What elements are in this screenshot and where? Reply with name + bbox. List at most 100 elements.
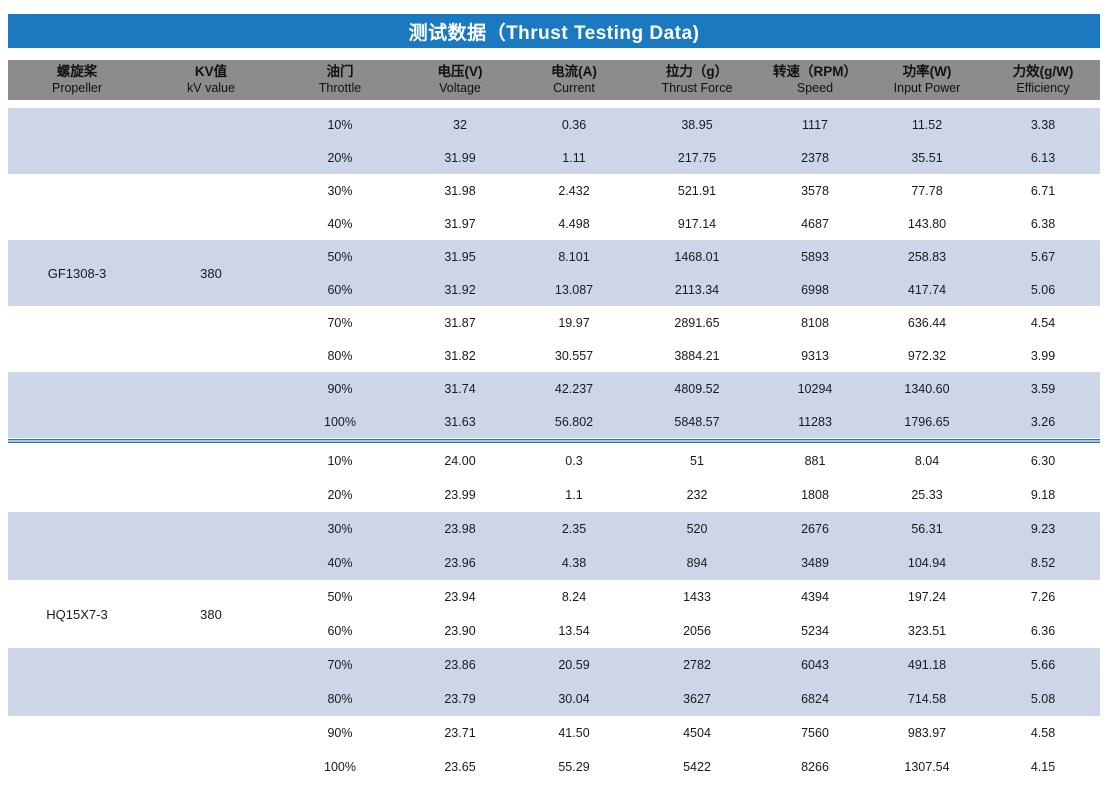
speed-cell: 4394 [801, 590, 829, 604]
thrust-cell: 5422 [683, 760, 711, 774]
propeller-section: 10% 24.00 0.3 51 881 8.04 6.30 20% 23.99 1.1 232 18… [8, 444, 1100, 784]
power-cell: 1340.60 [904, 381, 950, 396]
efficiency-cell: 8.52 [1030, 556, 1056, 570]
column-header-en: Efficiency [1016, 80, 1070, 95]
table-row: 80% 31.82 30.557 3884.21 9313 972.32 3.99 [8, 339, 1100, 372]
power-cell: 1796.65 [904, 414, 950, 429]
voltage-cell: 31.82 [444, 348, 476, 363]
efficiency-cell: 5.06 [1030, 282, 1056, 297]
speed-cell: 1117 [802, 117, 828, 132]
table-row: 50% 23.94 8.24 1433 4394 197.24 7.26 [8, 580, 1100, 614]
voltage-cell: 23.99 [444, 488, 476, 502]
throttle-cell: 90% [327, 381, 353, 396]
table-row: 90% 23.71 41.50 4504 7560 983.97 4.58 [8, 716, 1100, 750]
thrust-cell: 2891.65 [674, 315, 720, 330]
voltage-cell: 31.87 [444, 315, 476, 330]
power-cell: 491.18 [907, 658, 947, 672]
thrust-cell: 5848.57 [674, 414, 720, 429]
table-row: 90% 31.74 42.237 4809.52 10294 1340.60 3.59 [8, 372, 1100, 405]
speed-cell: 2378 [801, 150, 829, 165]
speed-cell: 5893 [801, 249, 829, 264]
thrust-cell: 51 [690, 454, 704, 468]
efficiency-cell: 3.59 [1030, 381, 1056, 396]
column-header: KV值 kV value [146, 64, 276, 95]
column-header-en: kV value [187, 80, 235, 95]
table-row: 10% 32 0.36 38.95 1117 11.52 3.38 [8, 108, 1100, 141]
efficiency-cell: 7.26 [1030, 590, 1056, 604]
column-header-zh: 螺旋桨 [56, 64, 98, 80]
throttle-cell: 60% [327, 282, 353, 297]
current-cell: 2.432 [558, 183, 590, 198]
column-header-en: Voltage [439, 80, 481, 95]
thrust-cell: 521.91 [677, 183, 717, 198]
current-cell: 1.1 [565, 488, 583, 502]
current-cell: 13.54 [558, 624, 590, 638]
column-header-zh: 功率(W) [902, 64, 952, 80]
thrust-cell: 4504 [683, 726, 711, 740]
efficiency-cell: 3.26 [1030, 414, 1056, 429]
throttle-cell: 50% [327, 590, 353, 604]
column-header-en: Propeller [51, 80, 103, 95]
speed-cell: 2676 [801, 522, 829, 536]
voltage-cell: 23.94 [444, 590, 476, 604]
current-cell: 0.36 [561, 117, 587, 132]
table-row: 30% 31.98 2.432 521.91 3578 77.78 6.71 [8, 174, 1100, 207]
current-cell: 41.50 [558, 726, 590, 740]
current-cell: 0.3 [565, 454, 583, 468]
propeller-section: 10% 32 0.36 38.95 1117 11.52 3.38 20% 31.99 1.11 2… [8, 108, 1100, 438]
speed-cell: 11283 [798, 414, 832, 429]
power-cell: 143.80 [907, 216, 947, 231]
column-header-zh: 拉力（g） [665, 64, 729, 80]
throttle-cell: 100% [324, 414, 356, 429]
efficiency-cell: 6.36 [1030, 624, 1056, 638]
throttle-cell: 90% [327, 726, 353, 740]
table-body: 10% 32 0.36 38.95 1117 11.52 3.38 20% 31.99 1.11 2… [8, 108, 1100, 784]
table-row: 40% 31.97 4.498 917.14 4687 143.80 6.38 [8, 207, 1100, 240]
voltage-cell: 24.00 [444, 454, 476, 468]
column-header: 拉力（g） Thrust Force [632, 64, 762, 95]
voltage-cell: 23.79 [444, 692, 476, 706]
thrust-cell: 520 [686, 522, 708, 536]
voltage-cell: 23.90 [444, 624, 476, 638]
current-cell: 8.24 [561, 590, 587, 604]
speed-cell: 6824 [801, 692, 829, 706]
thrust-cell: 3884.21 [674, 348, 720, 363]
efficiency-cell: 6.30 [1030, 454, 1056, 468]
column-header-en: Thrust Force [661, 80, 733, 95]
voltage-cell: 31.97 [444, 216, 476, 231]
table-row: 100% 31.63 56.802 5848.57 11283 1796.65 3.26 [8, 405, 1100, 438]
thrust-cell: 1433 [683, 590, 711, 604]
power-cell: 8.04 [914, 454, 940, 468]
throttle-cell: 40% [327, 216, 353, 231]
power-cell: 77.78 [911, 183, 943, 198]
column-header-en: Throttle [318, 80, 362, 95]
thrust-cell: 2782 [683, 658, 711, 672]
throttle-cell: 80% [327, 348, 353, 363]
column-header-zh: 电压(V) [437, 64, 483, 80]
thrust-cell: 3627 [683, 692, 711, 706]
column-header-zh: 电流(A) [551, 64, 597, 80]
current-cell: 20.59 [558, 658, 590, 672]
table-row: 20% 23.99 1.1 232 1808 25.33 9.18 [8, 478, 1100, 512]
efficiency-cell: 3.38 [1030, 117, 1056, 132]
column-header: 油门 Throttle [276, 64, 404, 95]
thrust-cell: 1468.01 [674, 249, 720, 264]
column-header-zh: KV值 [194, 64, 228, 80]
throttle-cell: 40% [327, 556, 353, 570]
table-row: 40% 23.96 4.38 894 3489 104.94 8.52 [8, 546, 1100, 580]
table-header-row: 螺旋桨 Propeller KV值 kV value 油门 Throttle 电压(V) Vo… [8, 60, 1100, 100]
efficiency-cell: 4.54 [1030, 315, 1056, 330]
column-header-en: Speed [796, 80, 834, 95]
throttle-cell: 100% [324, 760, 356, 774]
throttle-cell: 30% [327, 522, 353, 536]
speed-cell: 1808 [801, 488, 829, 502]
throttle-cell: 70% [327, 658, 353, 672]
speed-cell: 8108 [801, 315, 829, 330]
throttle-cell: 50% [327, 249, 353, 264]
voltage-cell: 31.92 [444, 282, 476, 297]
thrust-cell: 2113.34 [674, 282, 720, 297]
efficiency-cell: 6.71 [1030, 183, 1056, 198]
voltage-cell: 31.95 [444, 249, 476, 264]
voltage-cell: 31.63 [444, 414, 476, 429]
speed-cell: 3578 [801, 183, 829, 198]
